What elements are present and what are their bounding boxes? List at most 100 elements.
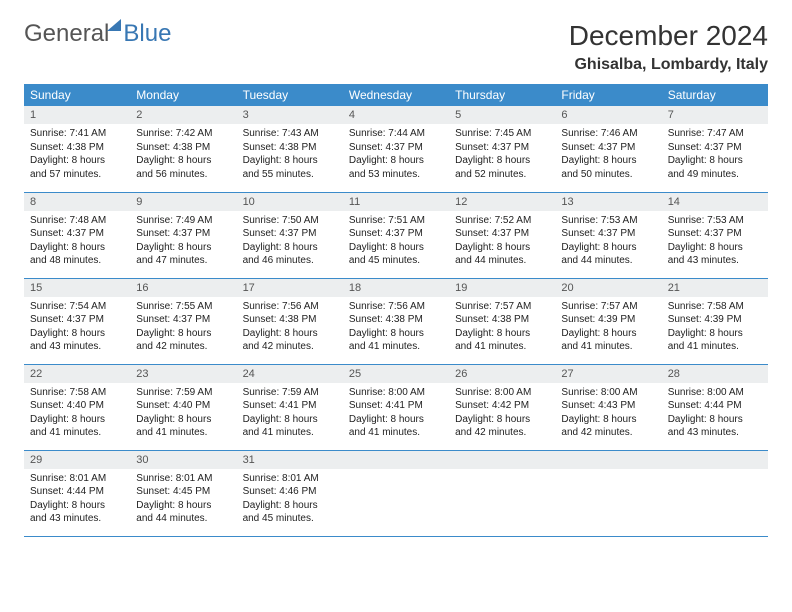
header: General Blue December 2024 Ghisalba, Lom… [24,20,768,74]
weekday-header: Monday [130,84,236,106]
calendar-cell: 9Sunrise: 7:49 AMSunset: 4:37 PMDaylight… [130,192,236,278]
calendar-cell: 1Sunrise: 7:41 AMSunset: 4:38 PMDaylight… [24,106,130,192]
day-number: 21 [662,279,768,297]
day-details: Sunrise: 7:41 AMSunset: 4:38 PMDaylight:… [24,124,130,186]
calendar-cell: 13Sunrise: 7:53 AMSunset: 4:37 PMDayligh… [555,192,661,278]
day-number: 25 [343,365,449,383]
day-number: 14 [662,193,768,211]
calendar-cell: 12Sunrise: 7:52 AMSunset: 4:37 PMDayligh… [449,192,555,278]
calendar-cell: 6Sunrise: 7:46 AMSunset: 4:37 PMDaylight… [555,106,661,192]
calendar-cell: 23Sunrise: 7:59 AMSunset: 4:40 PMDayligh… [130,364,236,450]
day-number: 3 [237,106,343,124]
calendar-cell: 8Sunrise: 7:48 AMSunset: 4:37 PMDaylight… [24,192,130,278]
calendar-cell: 5Sunrise: 7:45 AMSunset: 4:37 PMDaylight… [449,106,555,192]
day-details: Sunrise: 8:00 AMSunset: 4:41 PMDaylight:… [343,383,449,445]
calendar-row: 15Sunrise: 7:54 AMSunset: 4:37 PMDayligh… [24,278,768,364]
day-details: Sunrise: 8:00 AMSunset: 4:43 PMDaylight:… [555,383,661,445]
day-details: Sunrise: 7:45 AMSunset: 4:37 PMDaylight:… [449,124,555,186]
day-number: 24 [237,365,343,383]
day-number: 13 [555,193,661,211]
title-block: December 2024 Ghisalba, Lombardy, Italy [569,20,768,74]
calendar-cell: . [343,450,449,536]
calendar-cell: 27Sunrise: 8:00 AMSunset: 4:43 PMDayligh… [555,364,661,450]
weekday-header: Tuesday [237,84,343,106]
calendar-cell: 15Sunrise: 7:54 AMSunset: 4:37 PMDayligh… [24,278,130,364]
day-details: Sunrise: 7:54 AMSunset: 4:37 PMDaylight:… [24,297,130,359]
day-number: 12 [449,193,555,211]
day-number: 6 [555,106,661,124]
calendar-cell: 29Sunrise: 8:01 AMSunset: 4:44 PMDayligh… [24,450,130,536]
day-details: Sunrise: 7:57 AMSunset: 4:39 PMDaylight:… [555,297,661,359]
day-number: 2 [130,106,236,124]
weekday-header: Friday [555,84,661,106]
calendar-cell: 22Sunrise: 7:58 AMSunset: 4:40 PMDayligh… [24,364,130,450]
calendar-row: 22Sunrise: 7:58 AMSunset: 4:40 PMDayligh… [24,364,768,450]
calendar-cell: 3Sunrise: 7:43 AMSunset: 4:38 PMDaylight… [237,106,343,192]
calendar-cell: 7Sunrise: 7:47 AMSunset: 4:37 PMDaylight… [662,106,768,192]
page-subtitle: Ghisalba, Lombardy, Italy [569,56,768,74]
day-number: 9 [130,193,236,211]
day-details: Sunrise: 7:51 AMSunset: 4:37 PMDaylight:… [343,211,449,273]
calendar-cell: 16Sunrise: 7:55 AMSunset: 4:37 PMDayligh… [130,278,236,364]
day-number: 30 [130,451,236,469]
calendar-cell: 28Sunrise: 8:00 AMSunset: 4:44 PMDayligh… [662,364,768,450]
day-details: Sunrise: 7:42 AMSunset: 4:38 PMDaylight:… [130,124,236,186]
calendar-cell: . [662,450,768,536]
day-number: 19 [449,279,555,297]
calendar-row: 8Sunrise: 7:48 AMSunset: 4:37 PMDaylight… [24,192,768,278]
calendar-cell: 19Sunrise: 7:57 AMSunset: 4:38 PMDayligh… [449,278,555,364]
day-number: 27 [555,365,661,383]
calendar-row: 29Sunrise: 8:01 AMSunset: 4:44 PMDayligh… [24,450,768,536]
calendar-header-row: Sunday Monday Tuesday Wednesday Thursday… [24,84,768,106]
day-details: Sunrise: 8:00 AMSunset: 4:42 PMDaylight:… [449,383,555,445]
day-details: Sunrise: 8:01 AMSunset: 4:45 PMDaylight:… [130,469,236,531]
day-details: Sunrise: 7:48 AMSunset: 4:37 PMDaylight:… [24,211,130,273]
calendar-cell: . [449,450,555,536]
day-details: Sunrise: 7:56 AMSunset: 4:38 PMDaylight:… [237,297,343,359]
calendar-cell: 20Sunrise: 7:57 AMSunset: 4:39 PMDayligh… [555,278,661,364]
day-number-empty: . [449,451,555,469]
day-details: Sunrise: 7:43 AMSunset: 4:38 PMDaylight:… [237,124,343,186]
day-details: Sunrise: 7:46 AMSunset: 4:37 PMDaylight:… [555,124,661,186]
page: General Blue December 2024 Ghisalba, Lom… [0,0,792,557]
day-number: 17 [237,279,343,297]
day-details: Sunrise: 8:01 AMSunset: 4:44 PMDaylight:… [24,469,130,531]
day-number: 26 [449,365,555,383]
day-number-empty: . [555,451,661,469]
calendar-cell: 18Sunrise: 7:56 AMSunset: 4:38 PMDayligh… [343,278,449,364]
day-number: 31 [237,451,343,469]
day-details: Sunrise: 7:49 AMSunset: 4:37 PMDaylight:… [130,211,236,273]
day-number: 1 [24,106,130,124]
page-title: December 2024 [569,20,768,52]
day-details: Sunrise: 7:44 AMSunset: 4:37 PMDaylight:… [343,124,449,186]
logo-triangle-icon [107,19,121,31]
calendar-cell: 30Sunrise: 8:01 AMSunset: 4:45 PMDayligh… [130,450,236,536]
weekday-header: Sunday [24,84,130,106]
weekday-header: Thursday [449,84,555,106]
logo: General Blue [24,20,171,48]
calendar-cell: 24Sunrise: 7:59 AMSunset: 4:41 PMDayligh… [237,364,343,450]
day-number-empty: . [343,451,449,469]
calendar-cell: 25Sunrise: 8:00 AMSunset: 4:41 PMDayligh… [343,364,449,450]
day-details: Sunrise: 7:50 AMSunset: 4:37 PMDaylight:… [237,211,343,273]
weekday-header: Saturday [662,84,768,106]
day-details: Sunrise: 7:55 AMSunset: 4:37 PMDaylight:… [130,297,236,359]
calendar-cell: 17Sunrise: 7:56 AMSunset: 4:38 PMDayligh… [237,278,343,364]
day-number: 28 [662,365,768,383]
day-number: 22 [24,365,130,383]
calendar-cell: 2Sunrise: 7:42 AMSunset: 4:38 PMDaylight… [130,106,236,192]
logo-text-general: General [24,20,109,48]
calendar-table: Sunday Monday Tuesday Wednesday Thursday… [24,84,768,537]
day-number: 29 [24,451,130,469]
calendar-cell: . [555,450,661,536]
day-number: 10 [237,193,343,211]
day-number: 18 [343,279,449,297]
day-details: Sunrise: 7:59 AMSunset: 4:40 PMDaylight:… [130,383,236,445]
day-details: Sunrise: 7:58 AMSunset: 4:39 PMDaylight:… [662,297,768,359]
calendar-cell: 14Sunrise: 7:53 AMSunset: 4:37 PMDayligh… [662,192,768,278]
logo-text-blue: Blue [123,20,171,48]
day-number: 8 [24,193,130,211]
day-number: 16 [130,279,236,297]
calendar-cell: 10Sunrise: 7:50 AMSunset: 4:37 PMDayligh… [237,192,343,278]
calendar-cell: 4Sunrise: 7:44 AMSunset: 4:37 PMDaylight… [343,106,449,192]
